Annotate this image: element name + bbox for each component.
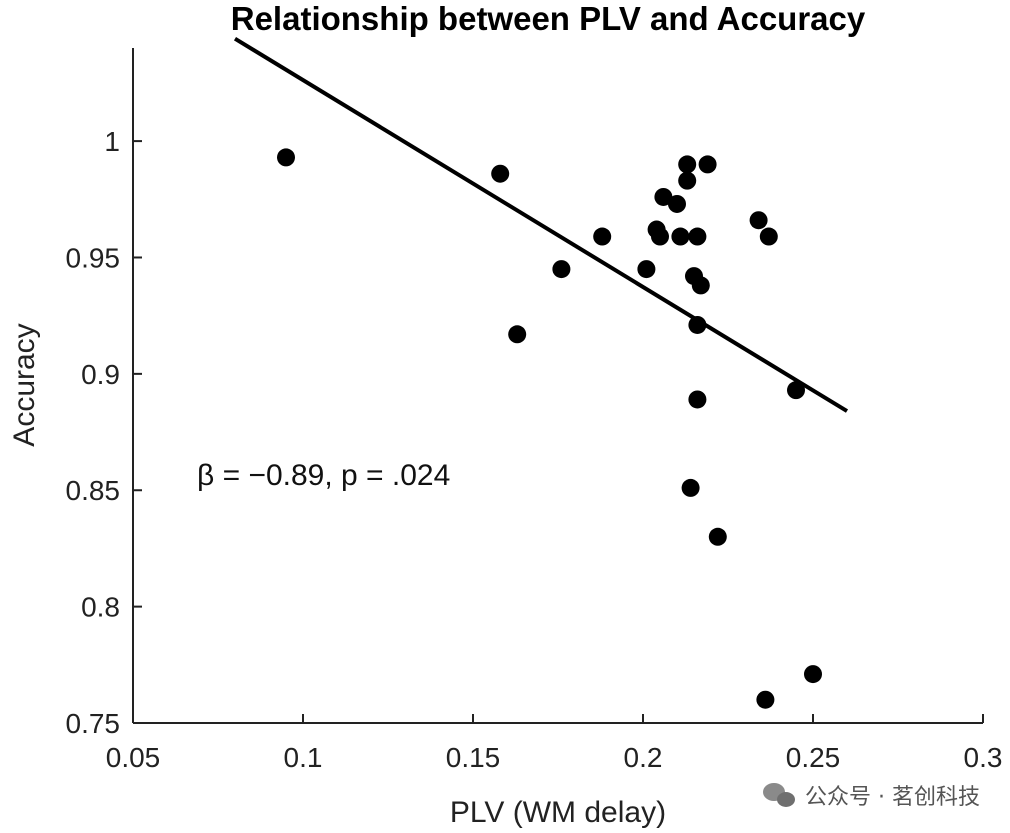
data-points [277, 148, 822, 709]
chart-title: Relationship between PLV and Accuracy [231, 0, 866, 37]
data-point [804, 665, 822, 684]
data-point [698, 155, 717, 174]
data-point [637, 260, 656, 279]
watermark-text: 公众号 · 茗创科技 [805, 785, 980, 810]
x-tick-label: 0.05 [106, 742, 161, 773]
data-point [678, 155, 697, 174]
data-point [678, 171, 697, 190]
data-point [671, 227, 690, 246]
data-point [756, 690, 775, 709]
data-point [593, 227, 612, 246]
data-point [688, 390, 707, 409]
wechat-icon [763, 781, 797, 809]
data-point [654, 187, 673, 206]
y-tick-label: 0.9 [81, 359, 120, 390]
data-point [491, 164, 510, 183]
data-point [691, 276, 710, 295]
watermark: 公众号 · 茗创科技 [763, 779, 980, 811]
y-axis-label: Accuracy [8, 323, 41, 446]
data-point [749, 211, 768, 230]
regression-line [233, 36, 849, 413]
x-tick-label: 0.1 [284, 742, 323, 773]
data-point [688, 315, 707, 334]
y-tick-label: 1 [104, 126, 120, 157]
data-point [508, 325, 527, 344]
data-point [651, 227, 669, 246]
regression-line-group [233, 36, 849, 413]
stats-annotation: β = −0.89, p = .024 [197, 459, 450, 492]
y-tick-label: 0.85 [66, 475, 121, 506]
x-tick-label: 0.25 [786, 742, 841, 773]
data-point [688, 227, 707, 246]
data-point [681, 478, 700, 497]
x-tick-label: 0.3 [964, 742, 1003, 773]
y-tick-label: 0.8 [81, 592, 120, 623]
data-point [552, 260, 571, 279]
data-point [759, 227, 778, 246]
axes: 0.05 0.1 0.15 0.2 0.25 0.3 0.75 0.8 0.85 0.9 0.95 1 [66, 48, 1003, 773]
data-point [787, 381, 805, 400]
x-axis-label: PLV (WM delay) [450, 796, 666, 829]
data-point [277, 148, 295, 167]
x-tick-label: 0.15 [446, 742, 501, 773]
y-tick-label: 0.75 [66, 708, 121, 739]
y-tick-label: 0.95 [66, 242, 121, 273]
data-point [708, 527, 727, 546]
x-tick-label: 0.2 [624, 742, 663, 773]
data-point [668, 194, 686, 213]
